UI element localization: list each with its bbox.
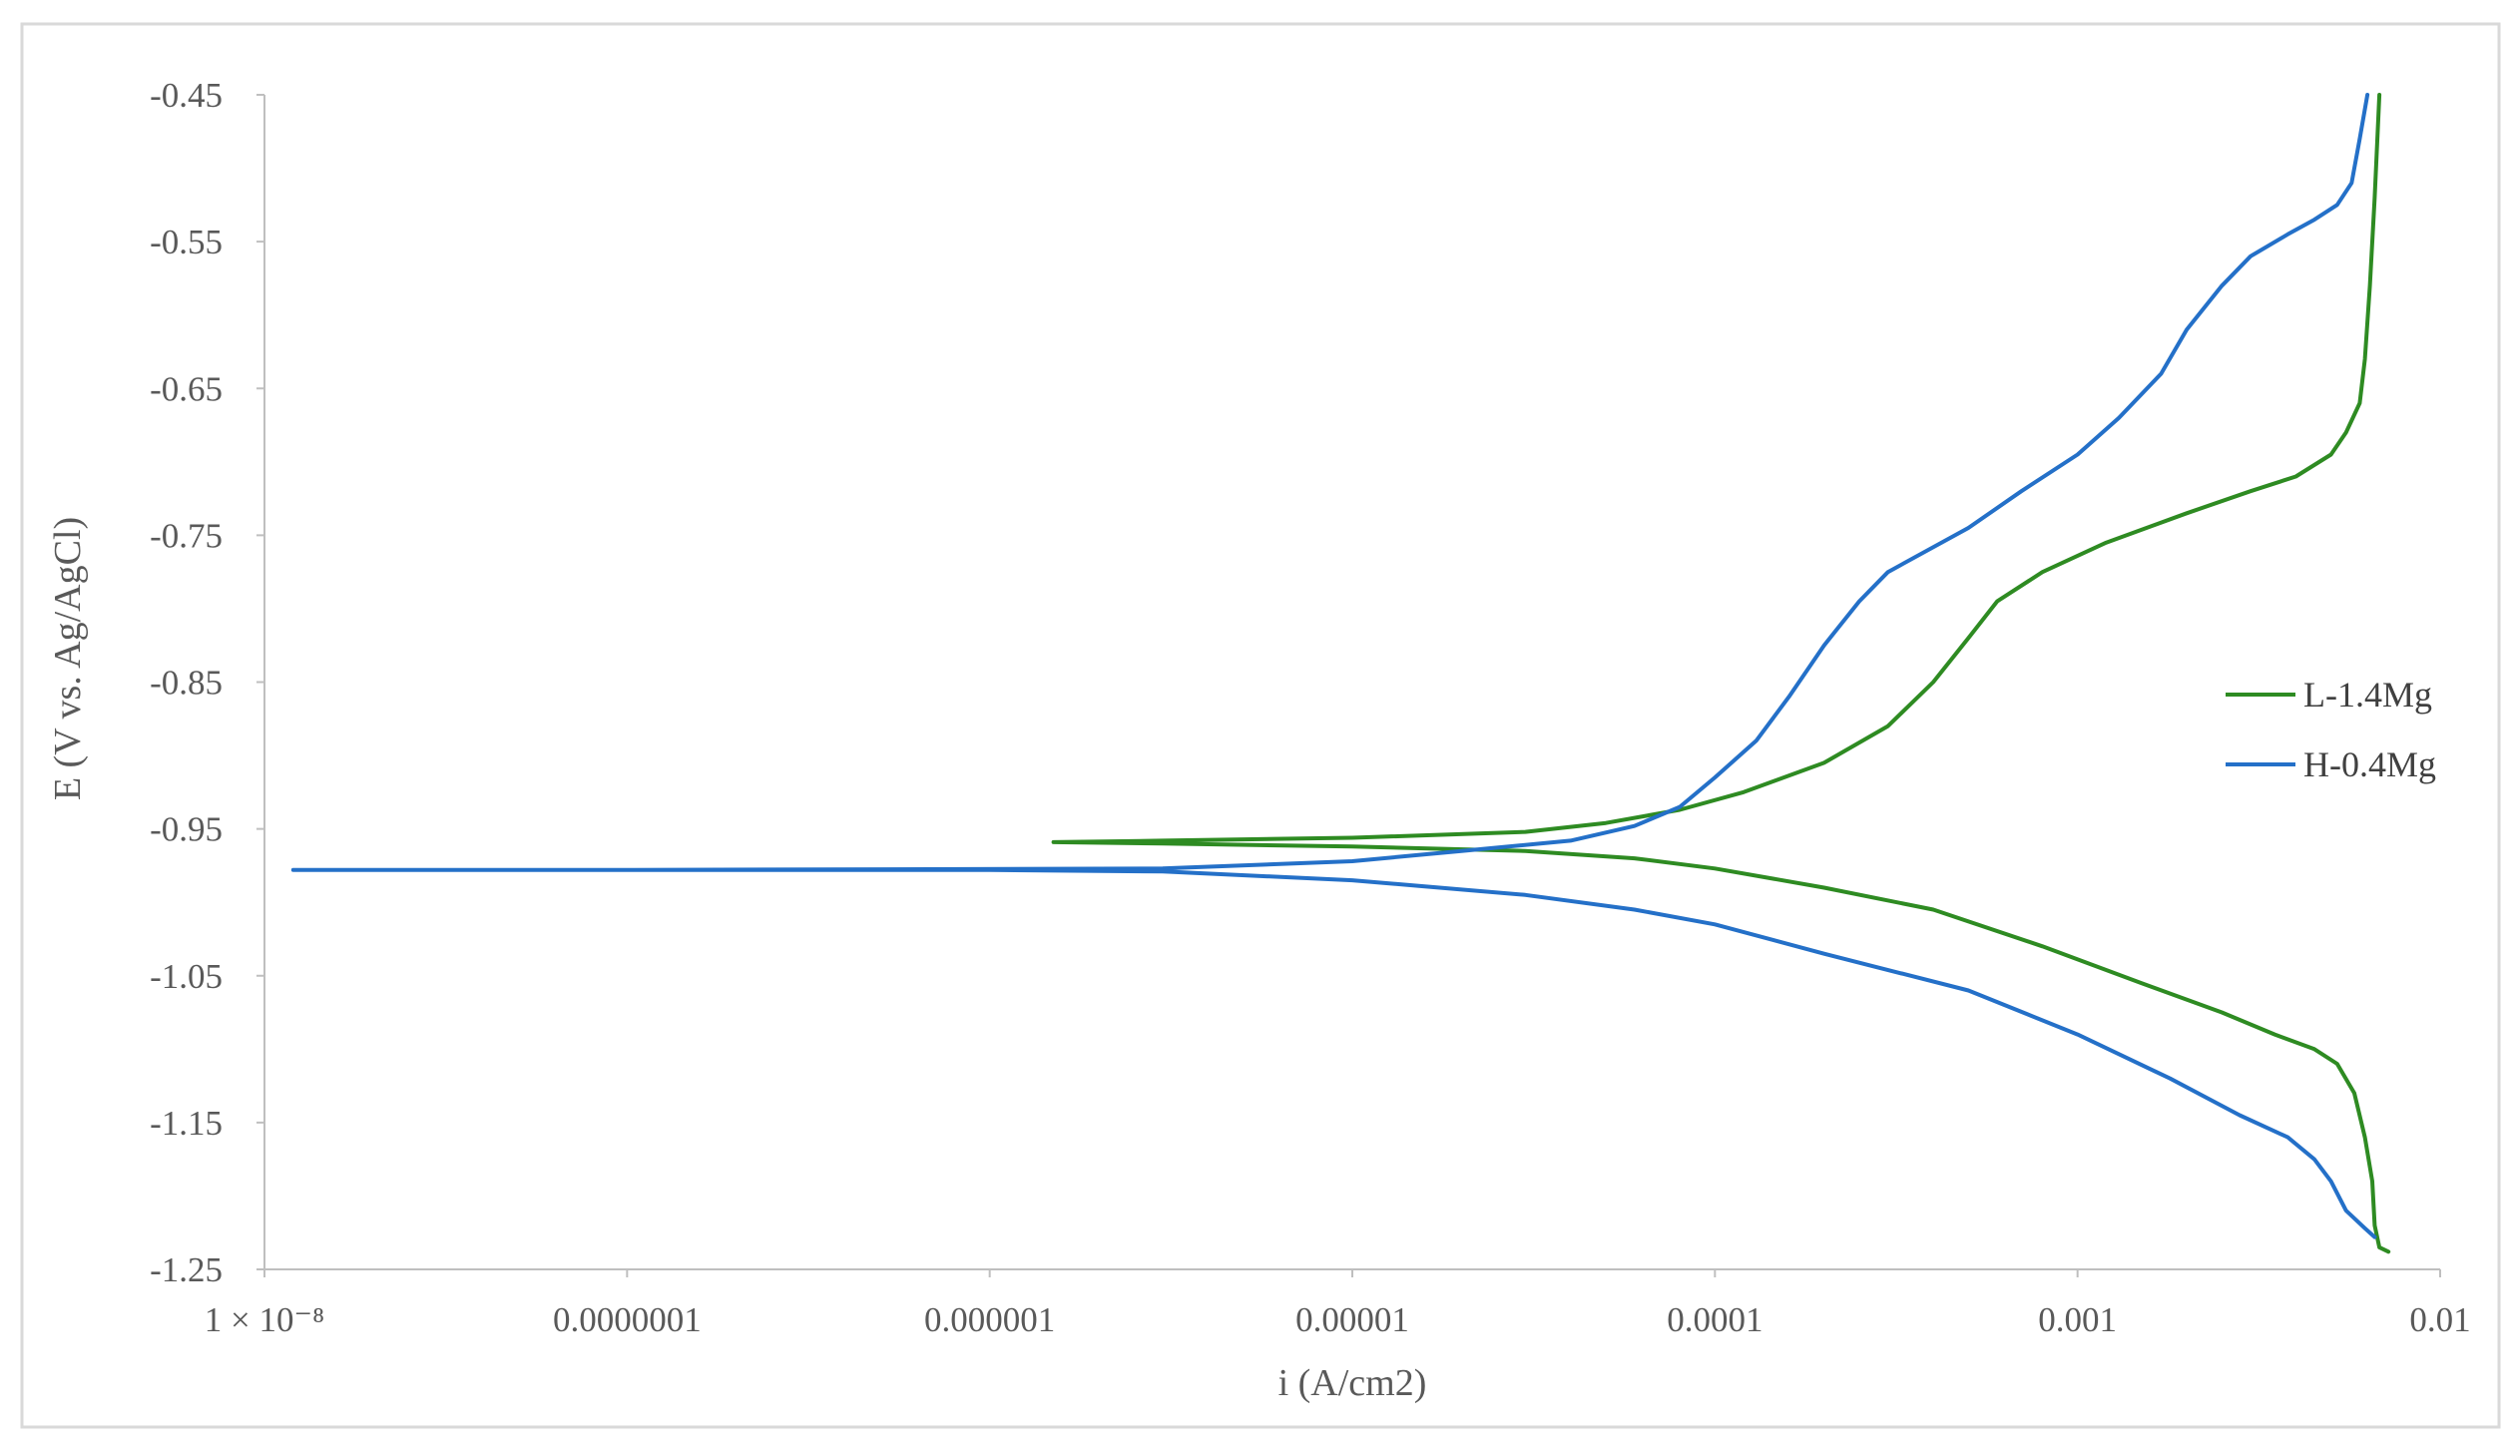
y-tick-label: -0.75 bbox=[150, 516, 223, 555]
y-tick-label: -0.45 bbox=[150, 76, 223, 115]
y-tick-label: -1.05 bbox=[150, 957, 223, 996]
x-tick-label: 0.001 bbox=[2038, 1300, 2117, 1339]
tick-labels: -0.45 -0.55 -0.65 -0.75 -0.85 -0.95 -1.05 -1.15… bbox=[150, 76, 2471, 1339]
legend-label-0: L-1.4Mg bbox=[2303, 675, 2432, 715]
y-axis-title: E (V vs. Ag/AgCl) bbox=[47, 517, 89, 800]
y-tick-label: -0.55 bbox=[150, 223, 223, 261]
chart-border bbox=[20, 22, 2501, 1429]
x-tick-label: 0.0000001 bbox=[553, 1300, 702, 1339]
legend: L-1.4Mg H-0.4Mg bbox=[2226, 675, 2436, 784]
x-tick-label: 0.01 bbox=[2409, 1300, 2470, 1339]
series-line-0 bbox=[1051, 93, 2391, 1254]
x-axis-title: i (A/cm2) bbox=[1278, 1362, 1427, 1404]
y-tick-label: -0.65 bbox=[150, 369, 223, 408]
axes bbox=[256, 94, 2441, 1277]
legend-label-1: H-0.4Mg bbox=[2303, 744, 2436, 784]
x-tick-label: 0.00001 bbox=[1295, 1300, 1409, 1339]
series-lines bbox=[290, 93, 2391, 1254]
x-tick-label: 1 × 10⁻⁸ bbox=[205, 1300, 324, 1339]
y-tick-label: -0.85 bbox=[150, 664, 223, 703]
y-tick-label: -0.95 bbox=[150, 810, 223, 849]
series-line-1 bbox=[290, 93, 2377, 1239]
x-tick-label: 0.000001 bbox=[924, 1300, 1055, 1339]
y-tick-label: -1.15 bbox=[150, 1104, 223, 1143]
x-tick-label: 0.0001 bbox=[1667, 1300, 1763, 1339]
y-tick-label: -1.25 bbox=[150, 1250, 223, 1289]
